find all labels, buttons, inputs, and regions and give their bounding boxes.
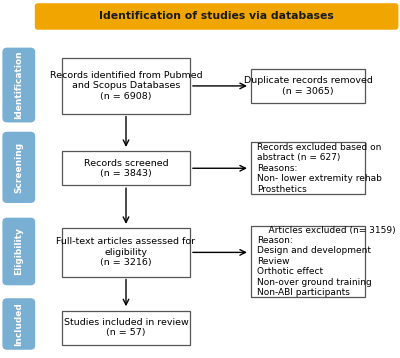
- FancyBboxPatch shape: [35, 3, 398, 30]
- FancyBboxPatch shape: [2, 48, 35, 122]
- FancyBboxPatch shape: [251, 226, 365, 297]
- FancyBboxPatch shape: [2, 298, 35, 350]
- Text: Records screened
(n = 3843): Records screened (n = 3843): [84, 159, 168, 178]
- FancyBboxPatch shape: [251, 69, 365, 103]
- FancyBboxPatch shape: [62, 58, 190, 114]
- Text: Included: Included: [14, 302, 23, 346]
- Text: Identification of studies via databases: Identification of studies via databases: [99, 11, 334, 21]
- FancyBboxPatch shape: [62, 151, 190, 185]
- FancyBboxPatch shape: [251, 142, 365, 194]
- Text: Records identified from Pubmed
and Scopus Databases
(n = 6908): Records identified from Pubmed and Scopu…: [50, 71, 202, 101]
- Text: Identification: Identification: [14, 51, 23, 119]
- FancyBboxPatch shape: [2, 132, 35, 203]
- Text: Articles excluded (n= 3159)
Reason:
Design and development
Review
Orthotic effec: Articles excluded (n= 3159) Reason: Desi…: [257, 226, 396, 297]
- Text: Records excluded based on
abstract (n = 627)
Reasons:
Non- lower extremity rehab: Records excluded based on abstract (n = …: [257, 143, 382, 194]
- Text: Full-text articles assessed for
eligibility
(n = 3216): Full-text articles assessed for eligibil…: [56, 237, 196, 267]
- FancyBboxPatch shape: [2, 218, 35, 285]
- Text: Screening: Screening: [14, 142, 23, 193]
- FancyBboxPatch shape: [62, 228, 190, 276]
- Text: Duplicate records removed
(n = 3065): Duplicate records removed (n = 3065): [244, 76, 372, 96]
- FancyBboxPatch shape: [62, 310, 190, 344]
- Text: Studies included in review
(n = 57): Studies included in review (n = 57): [64, 318, 188, 337]
- Text: Eligibility: Eligibility: [14, 228, 23, 275]
